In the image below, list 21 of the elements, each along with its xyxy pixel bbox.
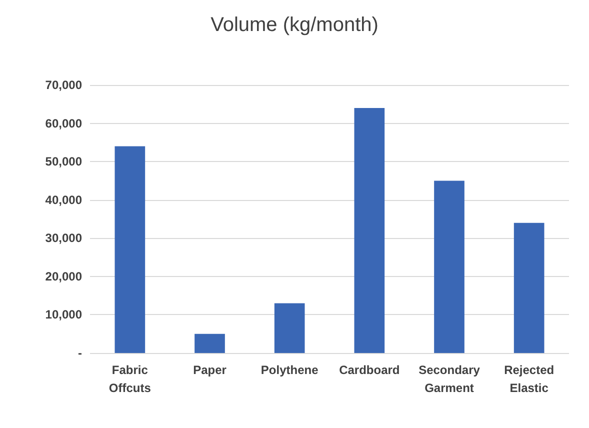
y-tick-label: - bbox=[78, 346, 82, 360]
bar bbox=[274, 303, 305, 353]
bar bbox=[194, 334, 225, 353]
y-tick-label: 20,000 bbox=[45, 269, 82, 284]
y-tick-label: 30,000 bbox=[45, 231, 82, 246]
x-tick-label: Paper bbox=[193, 363, 227, 377]
y-tick-label: 60,000 bbox=[45, 116, 82, 130]
x-tick-label: Fabric Offcuts bbox=[108, 363, 152, 395]
y-tick-label: 50,000 bbox=[45, 154, 82, 169]
x-tick-label: Cardboard bbox=[339, 363, 400, 377]
x-tick-label: Polythene bbox=[260, 363, 319, 377]
x-tick-label: Secondary Garment bbox=[418, 363, 480, 395]
bar bbox=[434, 180, 464, 353]
y-tick-label: 40,000 bbox=[45, 192, 82, 207]
y-tick-label: 10,000 bbox=[45, 308, 82, 322]
bar bbox=[354, 108, 385, 353]
bar bbox=[514, 222, 544, 353]
chart-title: Volume (kg/month) bbox=[210, 14, 378, 36]
x-tick-label: Rejected Elastic bbox=[504, 363, 554, 395]
y-tick-label: 70,000 bbox=[45, 78, 82, 92]
bar bbox=[114, 146, 146, 353]
